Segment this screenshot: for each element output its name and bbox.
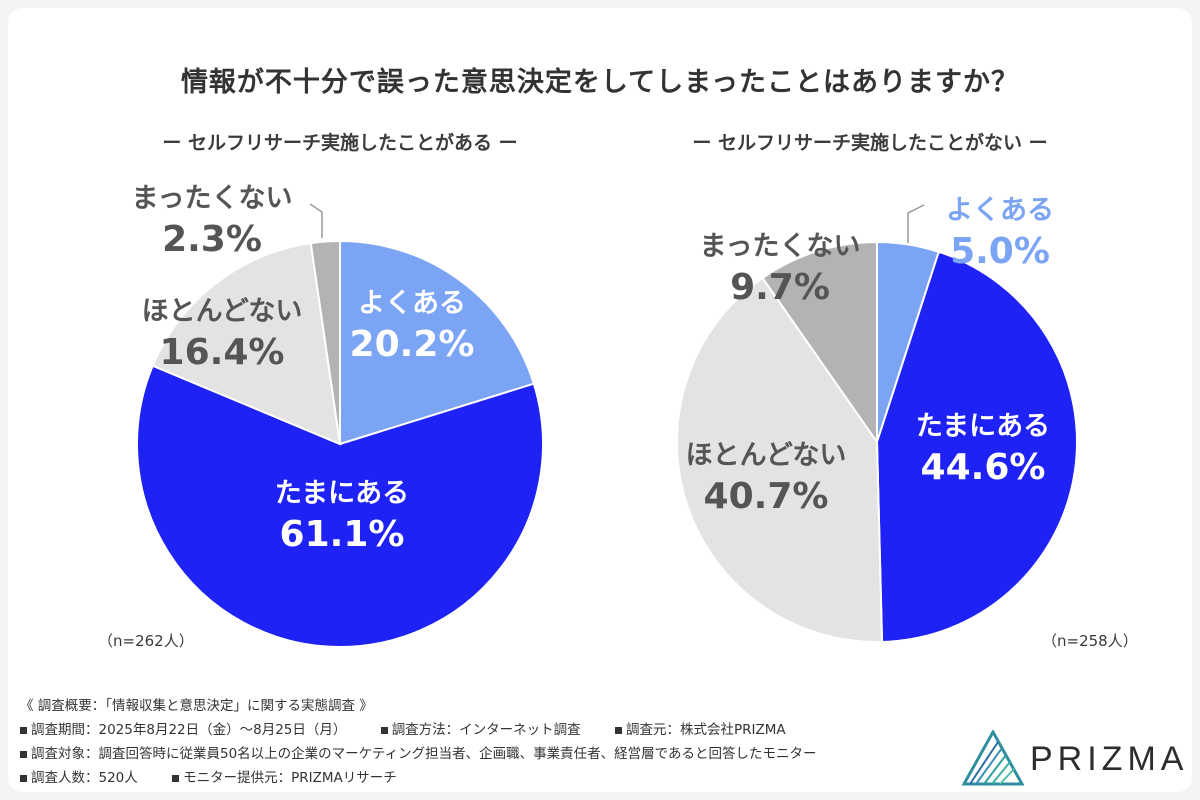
- value-label-hotondo-nai: 16.4%: [160, 332, 285, 373]
- survey-provider: モニター提供元：PRIZMAリサーチ: [183, 770, 397, 786]
- bullet-icon: [380, 726, 388, 734]
- survey-source: 調査元：株式会社PRIZMA: [625, 722, 786, 738]
- prizma-logo-text: PRIZMA: [1030, 740, 1189, 778]
- value-label-yoku-aru: 5.0%: [950, 231, 1050, 272]
- survey-heading: 《 調査概要：「情報収集と意思決定」に関する実態調査 》: [20, 698, 373, 714]
- bullet-icon: [20, 726, 27, 734]
- survey-target: 調査対象：調査回答時に従業員50名以上の企業のマーケティング担当者、企画職、事業…: [31, 746, 817, 762]
- category-label-yoku-aru: よくある: [358, 288, 466, 319]
- pie-slice-hotondo-nai: [151, 241, 342, 446]
- prizma-logo-icon: [961, 728, 1025, 786]
- right-pie: [676, 240, 1078, 643]
- value-label-mattaku-nai: 9.7%: [730, 267, 830, 308]
- pie-slice-mattaku-nai: [309, 239, 341, 445]
- category-label-yoku-aru: よくある: [946, 195, 1054, 226]
- pie-slice-mattaku-nai: [761, 240, 878, 446]
- bullet-icon: [614, 726, 622, 734]
- left-pie: [136, 239, 544, 648]
- survey-period: 調査期間：2025年8月22日（金）〜8月25日（月）: [31, 722, 347, 738]
- bullet-icon: [172, 774, 180, 782]
- prizma-logo: PRIZMA: [961, 728, 1192, 786]
- survey-count: 調査人数：520人: [31, 770, 138, 786]
- leader-line-mattaku-nai: [309, 203, 323, 238]
- pie-slice-yoku-aru: [339, 239, 536, 446]
- right-chart-subtitle: ー セルフリサーチ実施したことがない ー: [692, 132, 1048, 154]
- value-label-hotondo-nai: 40.7%: [704, 476, 829, 517]
- value-label-tama-ni-aru: 61.1%: [280, 514, 405, 555]
- bullet-icon: [20, 774, 27, 782]
- chart-title: 情報が不十分で誤った意思決定をしてしまったことはありますか？: [180, 67, 1020, 98]
- category-label-hotondo-nai: ほとんどない: [686, 440, 847, 471]
- category-label-hotondo-nai: ほとんどない: [142, 296, 303, 327]
- survey-summary: 《 調査概要：「情報収集と意思決定」に関する実態調査 》 調査期間：2025年8…: [20, 694, 940, 790]
- value-label-tama-ni-aru: 44.6%: [921, 447, 1046, 488]
- pie-slice-hotondo-nai: [676, 276, 884, 643]
- pie-slice-tama-ni-aru: [136, 364, 544, 648]
- right-sample-size: （n=258人）: [1042, 632, 1138, 650]
- value-label-yoku-aru: 20.2%: [350, 324, 475, 365]
- survey-method: 調査方法：インターネット調査: [391, 722, 581, 738]
- pie-slice-tama-ni-aru: [875, 250, 1078, 643]
- left-chart-subtitle: ー セルフリサーチ実施したことがある ー: [162, 132, 518, 154]
- left-sample-size: （n=262人）: [98, 632, 194, 650]
- category-label-tama-ni-aru: たまにある: [275, 478, 409, 509]
- bullet-icon: [20, 750, 27, 758]
- category-label-mattaku-nai: まったくない: [132, 183, 293, 214]
- leader-line-yoku-aru: [907, 204, 925, 243]
- value-label-mattaku-nai: 2.3%: [162, 219, 262, 260]
- category-label-mattaku-nai: まったくない: [700, 231, 861, 262]
- category-label-tama-ni-aru: たまにある: [916, 411, 1050, 442]
